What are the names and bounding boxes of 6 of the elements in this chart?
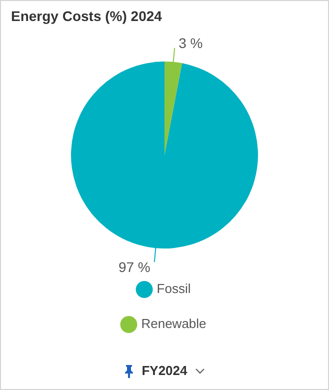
chart-title: Energy Costs (%) 2024 [11,8,162,24]
legend-label: Renewable [141,316,206,332]
data-label: 97 % [118,258,150,275]
text: FY2024 [142,363,188,378]
data-label: 3 % [178,34,203,51]
legend-label: Fossil [156,281,191,296]
